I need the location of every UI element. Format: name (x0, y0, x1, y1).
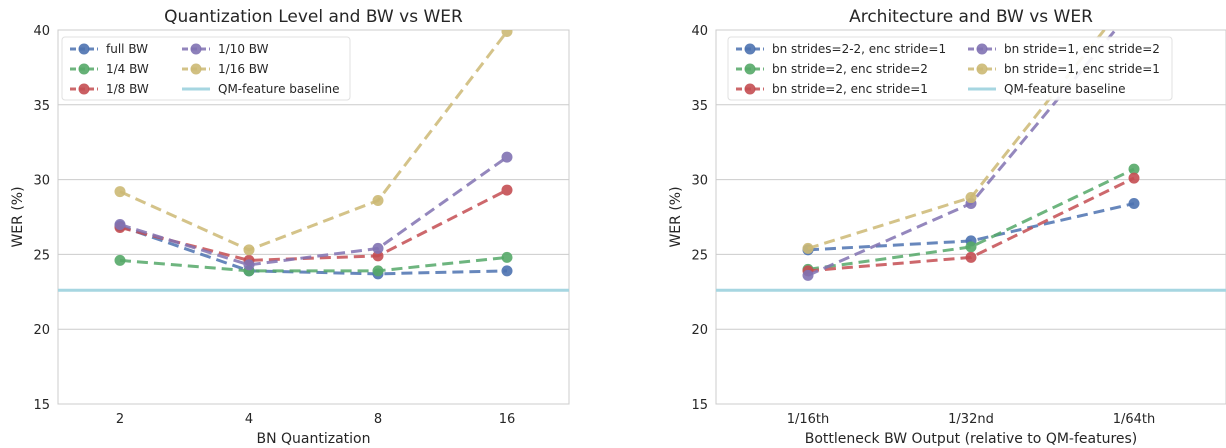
legend-label: bn stride=1, enc stride=1 (1004, 62, 1160, 76)
data-point (1128, 172, 1140, 184)
y-tick-label: 30 (33, 174, 50, 189)
x-axis-label: Bottleneck BW Output (relative to QM-fea… (805, 431, 1138, 447)
x-tick-label: 1/16th (787, 412, 830, 427)
x-tick-label: 1/64th (1113, 412, 1156, 427)
series-line (119, 224, 508, 276)
chart-title: Quantization Level and BW vs WER (164, 7, 463, 27)
legend-entry: 1/16 BW (182, 62, 269, 76)
legend-label: bn strides=2-2, enc stride=1 (772, 42, 946, 56)
series-2 (114, 251, 513, 277)
plot-frame (715, 29, 1226, 405)
legend-swatch-marker (78, 43, 90, 55)
legend-swatch-marker (744, 83, 756, 95)
legend-label: 1/8 BW (106, 82, 149, 96)
data-point (501, 151, 513, 163)
legend-label: QM-feature baseline (1004, 82, 1126, 96)
data-point (1128, 163, 1140, 175)
series-line (807, 167, 1135, 271)
y-tick-label: 15 (33, 398, 50, 413)
legend-entry: bn strides=2-2, enc stride=1 (736, 42, 946, 56)
data-point (372, 265, 384, 277)
legend-entry: QM-feature baseline (968, 82, 1126, 96)
legend-swatch-marker (190, 43, 202, 55)
data-point (501, 265, 513, 277)
legend-entry: full BW (70, 42, 148, 56)
data-point (501, 251, 513, 263)
data-point (965, 251, 977, 263)
legend-swatch-marker (744, 43, 756, 55)
y-tick-label: 25 (33, 248, 50, 263)
legend-label: 1/10 BW (218, 42, 269, 56)
x-tick-label: 4 (245, 412, 253, 427)
y-tick-label: 40 (691, 24, 708, 39)
data-point (501, 184, 513, 196)
legend-entry: bn stride=2, enc stride=1 (736, 82, 928, 96)
legend-label: 1/4 BW (106, 62, 149, 76)
data-point (802, 269, 814, 281)
data-point (802, 242, 814, 254)
chart-title: Architecture and BW vs WER (849, 7, 1093, 27)
legend-label: bn stride=2, enc stride=2 (772, 62, 928, 76)
legend-label: bn stride=2, enc stride=1 (772, 82, 928, 96)
data-point (243, 244, 255, 256)
series-3 (802, 172, 1140, 277)
y-axis-label: WER (%) (10, 186, 26, 247)
legend-swatch-marker (190, 63, 202, 75)
y-tick-label: 20 (691, 323, 708, 338)
chart-2: 15 20 25 30 35 40 1/16th 1/32nd 1/64th Architectu… (668, 2, 1226, 447)
y-tick-label: 35 (33, 99, 50, 114)
legend-swatch-marker (976, 63, 988, 75)
y-tick-label: 25 (691, 248, 708, 263)
legend-box (727, 36, 1173, 101)
data-point (372, 195, 384, 207)
legend-swatch-marker (976, 43, 988, 55)
legend-swatch-marker (744, 63, 756, 75)
data-point (501, 30, 513, 37)
series-line (119, 255, 508, 273)
series-line (119, 188, 508, 262)
series-line (119, 30, 509, 252)
x-axis-label: BN Quantization (257, 431, 371, 447)
series-5 (114, 30, 513, 256)
series-4 (114, 151, 513, 271)
data-point (114, 254, 126, 266)
legend-label: 1/16 BW (218, 62, 269, 76)
x-tick-label: 2 (116, 412, 124, 427)
data-point (1129, 2, 1140, 13)
legend-label: bn stride=1, enc stride=2 (1004, 42, 1160, 56)
y-tick-label: 20 (33, 323, 50, 338)
y-tick-label: 30 (691, 174, 708, 189)
data-point (965, 241, 977, 253)
legend: bn strides=2-2, enc stride=1 bn stride=2,… (727, 36, 1173, 101)
legend-entry: bn stride=2, enc stride=2 (736, 62, 928, 76)
x-tick-label: 1/32nd (948, 412, 994, 427)
legend-entry: bn stride=1, enc stride=2 (968, 42, 1160, 56)
legend-swatch-marker (78, 83, 90, 95)
legend-entry: bn stride=1, enc stride=1 (968, 62, 1160, 76)
legend-label: full BW (106, 42, 148, 56)
data-point (372, 242, 384, 254)
legend-entry: QM-feature baseline (182, 82, 340, 96)
data-point (1128, 198, 1140, 210)
plot-frame (57, 29, 570, 405)
legend: full BW 1/4 BW 1/8 BW 1/10 BW 1/16 BW QM-feat… (61, 36, 351, 101)
legend-entry: 1/10 BW (182, 42, 269, 56)
legend-swatch-marker (78, 63, 90, 75)
legend-label: QM-feature baseline (218, 82, 340, 96)
y-tick-label: 35 (691, 99, 708, 114)
y-tick-label: 15 (691, 398, 708, 413)
legend-entry: 1/4 BW (70, 62, 149, 76)
data-point (965, 192, 977, 204)
x-tick-label: 8 (374, 412, 382, 427)
data-point (114, 218, 126, 230)
x-tick-label: 16 (499, 412, 516, 427)
y-axis-label: WER (%) (668, 186, 684, 247)
y-tick-label: 40 (33, 24, 50, 39)
legend-entry: 1/8 BW (70, 82, 149, 96)
data-point (243, 259, 255, 271)
data-point (114, 186, 126, 198)
series-line (119, 155, 508, 267)
